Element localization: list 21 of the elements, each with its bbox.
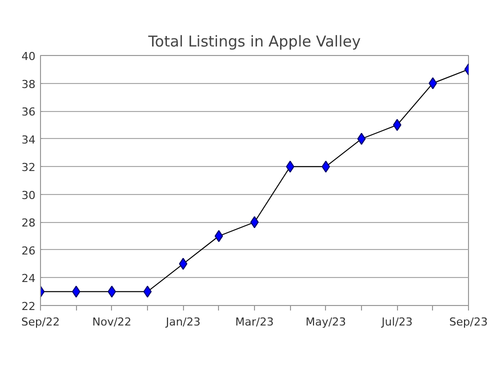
chart-title: Total Listings in Apple Valley (147, 32, 361, 50)
point (143, 286, 152, 298)
x-tick-label: Jul/23 (380, 316, 413, 328)
y-tick-label: 36 (22, 106, 36, 119)
x-tick-label: May/23 (306, 316, 346, 328)
y-tick-label: 24 (22, 272, 36, 286)
x-tick-label: Nov/22 (92, 316, 132, 328)
y-tick-label: 34 (22, 133, 36, 146)
y-tick-label: 40 (22, 50, 36, 63)
x-tick-label: Jan/23 (164, 316, 201, 328)
point (357, 132, 366, 145)
x-tick-label: Mar/23 (235, 316, 274, 328)
y-tick-label: 38 (22, 78, 36, 91)
y-tick-label: 22 (22, 300, 36, 313)
y-tick-label: 26 (22, 244, 36, 258)
y-tick-label: 28 (22, 216, 36, 230)
point (250, 216, 259, 228)
x-tick-label: Sep/22 (21, 316, 60, 328)
y-tick-label: 32 (22, 161, 36, 174)
x-tick-label: Sep/23 (449, 316, 488, 328)
y-tick-label: 30 (22, 188, 36, 202)
